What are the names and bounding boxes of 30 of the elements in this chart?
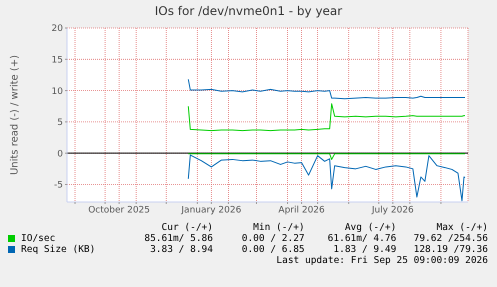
x-tick-label: July 2026 [370, 205, 414, 216]
line-series [188, 78, 466, 100]
line-series [188, 154, 466, 202]
text: Avg (-/+) [344, 222, 396, 233]
text: Min (-/+) [252, 222, 305, 233]
text: Last update: Fri Sep 25 09:00:09 2026 [275, 255, 488, 266]
y-tick-label: 0 [57, 149, 64, 160]
y-tick-label: 5 [57, 118, 63, 128]
legend-label: Req Size (KB) [21, 244, 96, 255]
y-tick-label: 20 [52, 24, 64, 34]
text: 79.62 /254.56 [412, 233, 488, 244]
x-tick-label: October 2025 [88, 205, 150, 216]
x-tick-label: April 2026 [278, 205, 326, 216]
y-tick-label: 10 [52, 86, 64, 97]
text: 85.61m/ 5.86 [143, 233, 213, 244]
x-tick-label: January 2026 [180, 205, 242, 216]
text: 1.83 / 9.49 [332, 244, 396, 255]
y-tick-label: -5 [54, 180, 63, 191]
text: 0.00 / 6.85 [240, 244, 305, 255]
line-series [188, 103, 466, 132]
text: 128.19 /79.36 [412, 244, 488, 255]
text: 0.00 / 2.27 [240, 233, 305, 244]
y-axis-title: Units read (-) / write (+) [10, 54, 21, 176]
text: 61.61m/ 4.76 [326, 233, 396, 244]
text: Cur (-/+) [160, 222, 213, 233]
text: 3.83 / 8.94 [149, 244, 213, 255]
text: Max (-/+) [435, 222, 488, 233]
y-tick-label: 15 [52, 55, 63, 66]
chart-title: IOs for /dev/nvme0n1 - by year [154, 4, 344, 18]
legend-label: IO/sec [21, 233, 56, 244]
